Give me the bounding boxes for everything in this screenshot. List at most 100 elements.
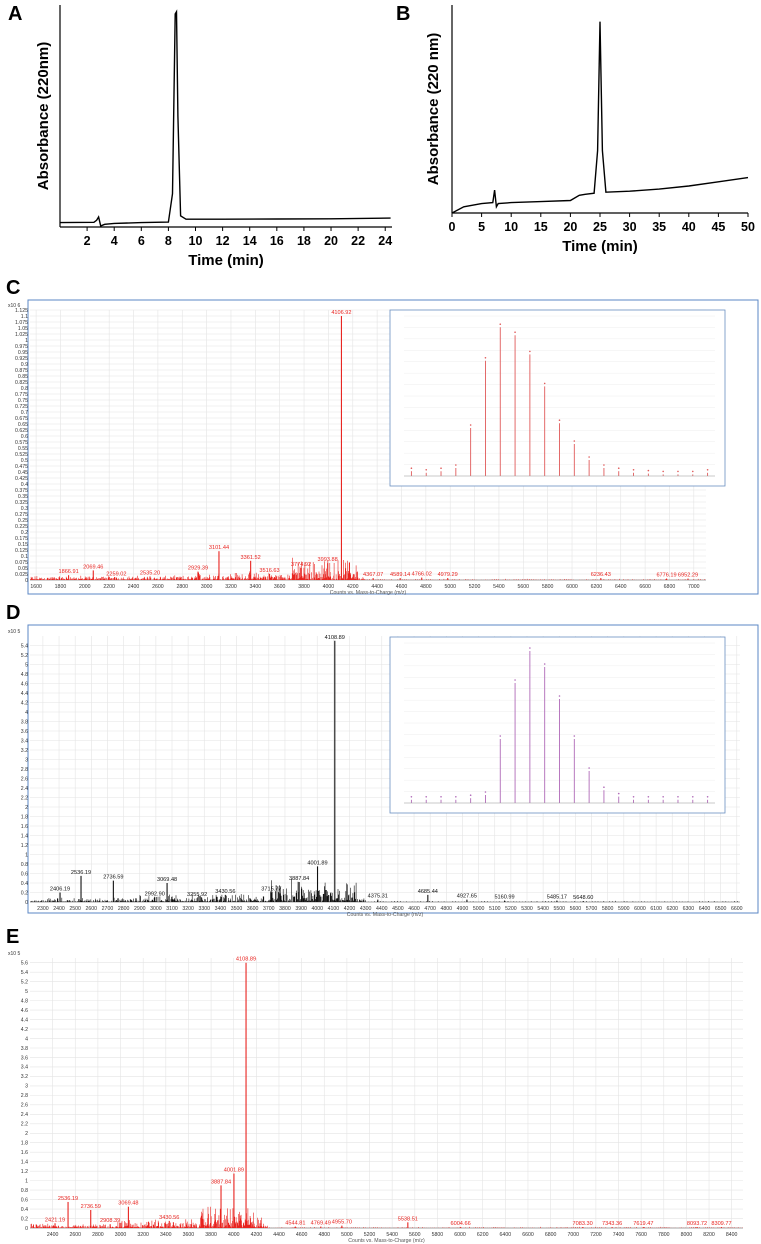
y-tick-label: 2.4 xyxy=(21,786,28,792)
y-tick-label: 5.6 xyxy=(21,961,28,967)
y-tick-label: 0.925 xyxy=(15,356,28,362)
x-tick-label: 4700 xyxy=(424,906,436,912)
x-axis-title: Time (min) xyxy=(188,252,264,269)
x-tick-label: 5400 xyxy=(386,1232,398,1238)
x-tick-label: 7400 xyxy=(613,1232,625,1238)
x-tick-label: 4200 xyxy=(344,906,356,912)
y-tick-label: 4.2 xyxy=(21,700,28,706)
inset-peak-marker xyxy=(410,796,413,798)
y-tick-label: 5.4 xyxy=(21,970,28,976)
x-tick-label: 6800 xyxy=(545,1232,557,1238)
x-tick-label: 7200 xyxy=(590,1232,602,1238)
peak-label: 2536.19 xyxy=(71,870,91,876)
x-tick-label: 6300 xyxy=(683,906,695,912)
x-tick-label: 1800 xyxy=(55,584,67,590)
x-tick-label: 7600 xyxy=(635,1232,647,1238)
peak-label: 4375.31 xyxy=(368,894,388,900)
inset-peak-marker xyxy=(603,464,605,466)
y-tick-label: 5 xyxy=(25,989,28,995)
peak-label: 3069.48 xyxy=(157,877,177,883)
x-tick-label: 4 xyxy=(111,234,118,248)
inset-peak-marker xyxy=(677,470,679,473)
x-tick-label: 16 xyxy=(270,234,284,248)
x-tick-label: 5800 xyxy=(602,906,614,912)
x-tick-label: 4500 xyxy=(392,906,404,912)
x-tick-label: 4000 xyxy=(228,1232,240,1238)
y-tick-label: 1.2 xyxy=(21,1169,28,1175)
y-tick-label: 4.2 xyxy=(21,1027,28,1033)
x-tick-label: 2400 xyxy=(53,906,65,912)
peak-label: 3430.56 xyxy=(159,1215,179,1221)
x-tick-label: 4300 xyxy=(360,906,372,912)
y-tick-label: 3.4 xyxy=(21,738,28,744)
inset-peak-marker xyxy=(543,382,546,385)
x-tick-label: 3400 xyxy=(215,906,227,912)
y-tick-label: 2.2 xyxy=(21,1122,28,1128)
x-tick-label: 10 xyxy=(504,220,518,234)
x-tick-label: 4800 xyxy=(318,1232,330,1238)
y-exponent: x10 6 xyxy=(8,303,20,309)
y-tick-label: 0.95 xyxy=(18,350,28,356)
x-tick-label: 40 xyxy=(682,220,696,234)
x-tick-label: 3200 xyxy=(225,584,237,590)
inset-peak-marker xyxy=(425,469,428,471)
inset-peak-marker xyxy=(425,796,428,798)
x-tick-label: 6600 xyxy=(522,1232,534,1238)
peak-label: 4955.70 xyxy=(332,1220,352,1226)
y-tick-label: 0.275 xyxy=(15,512,28,518)
peak-label: 3993.88 xyxy=(318,557,338,563)
y-tick-label: 0.85 xyxy=(18,374,28,380)
inset-peak-marker xyxy=(484,357,487,359)
peak-label: 4589.14 xyxy=(390,572,410,578)
y-tick-label: 0 xyxy=(25,578,28,584)
y-axis-title: Absorbance (220 nm) xyxy=(425,33,442,186)
x-tick-label: 3700 xyxy=(263,906,275,912)
inset-peak-marker xyxy=(647,796,650,798)
peak-label: 8309.77 xyxy=(711,1221,731,1227)
x-tick-label: 6800 xyxy=(664,584,676,590)
y-tick-label: 2.8 xyxy=(21,1093,28,1099)
y-tick-label: 5.4 xyxy=(21,643,28,649)
y-tick-label: 5.2 xyxy=(21,653,28,659)
inset-peak-marker xyxy=(647,469,650,472)
x-axis-title: Counts vs. Mass-to-Charge (m/z) xyxy=(348,1238,425,1244)
inset-peak-marker xyxy=(410,467,413,470)
y-tick-label: 0.8 xyxy=(21,386,28,392)
peak-label: 7619.47 xyxy=(633,1221,653,1227)
x-tick-label: 5800 xyxy=(432,1232,444,1238)
x-tick-label: 5600 xyxy=(518,584,530,590)
peak-label: 5538.51 xyxy=(398,1216,418,1222)
y-tick-label: 0.575 xyxy=(15,440,28,446)
y-tick-label: 2 xyxy=(25,1131,28,1137)
x-tick-label: 3800 xyxy=(279,906,291,912)
y-tick-label: 0.2 xyxy=(21,890,28,896)
peak-label: 4769.49 xyxy=(311,1221,331,1227)
x-tick-label: 5300 xyxy=(521,906,533,912)
x-tick-label: 4600 xyxy=(408,906,420,912)
inset-peak-marker xyxy=(706,796,709,798)
inset-peak-marker xyxy=(662,796,664,798)
x-tick-label: 2 xyxy=(84,234,91,248)
peak-label: 6236.43 xyxy=(591,572,611,578)
peak-label: 4685.44 xyxy=(418,889,438,895)
x-tick-label: 15 xyxy=(534,220,548,234)
x-tick-label: 5000 xyxy=(473,906,485,912)
peak-label: 4367.07 xyxy=(363,572,383,578)
peak-label: 5160.99 xyxy=(494,895,514,901)
inset-peak-marker xyxy=(603,786,605,788)
x-tick-label: 3600 xyxy=(183,1232,195,1238)
inset-peak-marker xyxy=(691,796,694,798)
inset-peak-marker xyxy=(484,791,487,793)
peak-label: 1866.91 xyxy=(58,569,78,575)
inset-peak-marker xyxy=(617,792,620,795)
panel-label: A xyxy=(8,3,22,25)
y-tick-label: 0.15 xyxy=(18,542,28,548)
y-tick-label: 0.875 xyxy=(15,368,28,374)
x-tick-label: 5900 xyxy=(618,906,630,912)
x-tick-label: 3900 xyxy=(295,906,307,912)
y-tick-label: 3.2 xyxy=(21,748,28,754)
inset-frame xyxy=(389,309,726,487)
